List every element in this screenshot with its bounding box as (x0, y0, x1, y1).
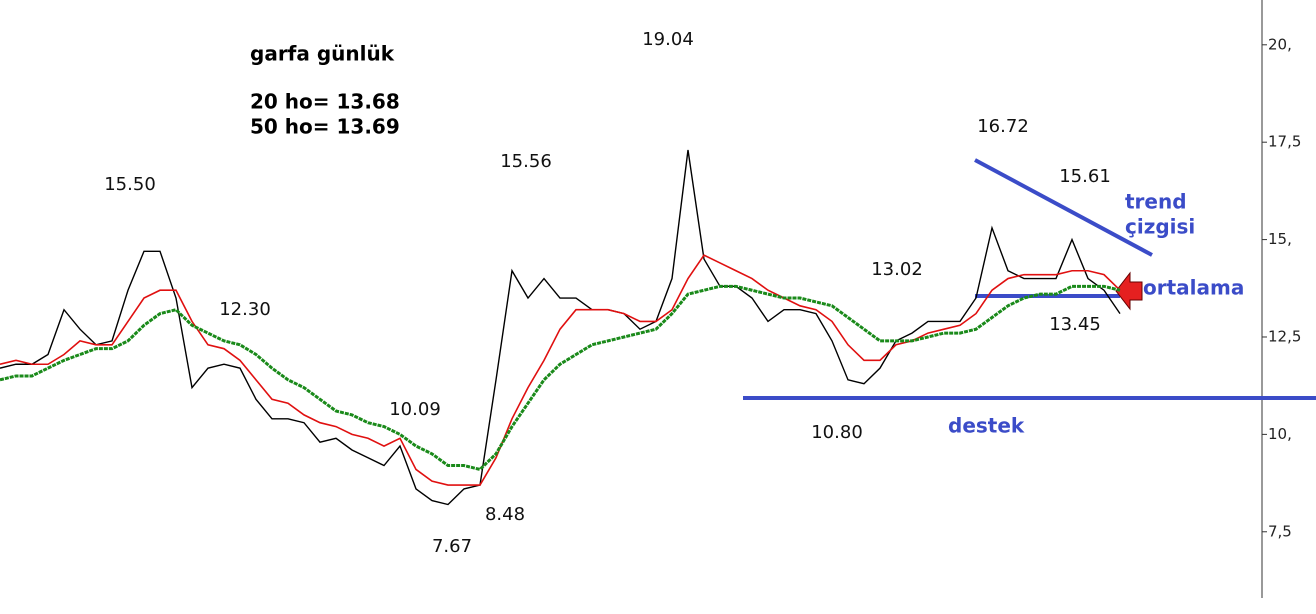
drawing-label: destek (948, 414, 1025, 438)
price-annotation: 19.04 (642, 29, 694, 50)
drawing-label: trend (1125, 190, 1187, 214)
price-annotation: 16.72 (977, 116, 1029, 137)
series-line (0, 284, 1121, 472)
price-annotation: 15.61 (1059, 166, 1111, 187)
price-annotation: 15.50 (104, 174, 156, 195)
price-annotation: 13.45 (1049, 314, 1101, 335)
y-tick-label: 15, (1268, 230, 1292, 248)
chart-title: garfa günlük (250, 42, 395, 66)
price-annotation: 10.80 (811, 422, 863, 443)
info-line: 50 ho= 13.69 (250, 115, 400, 139)
price-annotation: 12.30 (219, 299, 271, 320)
price-annotation: 13.02 (871, 259, 923, 280)
price-annotation: 7.67 (432, 536, 472, 557)
y-tick-label: 7,5 (1268, 522, 1292, 540)
arrow (1115, 271, 1143, 311)
drawing-label: ortalama (1143, 276, 1244, 300)
series-line (0, 254, 1121, 486)
price-annotation: 10.09 (389, 399, 441, 420)
series-line (0, 149, 1121, 506)
y-tick-label: 12,5 (1268, 327, 1301, 345)
trend-line (974, 158, 1153, 257)
y-tick-label: 17,5 (1268, 133, 1301, 151)
y-tick-label: 10, (1268, 425, 1292, 443)
info-line: 20 ho= 13.68 (250, 90, 400, 114)
price-annotation: 15.56 (500, 151, 552, 172)
y-tick-label: 20, (1268, 35, 1292, 53)
drawing-label: çizgisi (1125, 215, 1195, 239)
price-annotation: 8.48 (485, 504, 525, 525)
